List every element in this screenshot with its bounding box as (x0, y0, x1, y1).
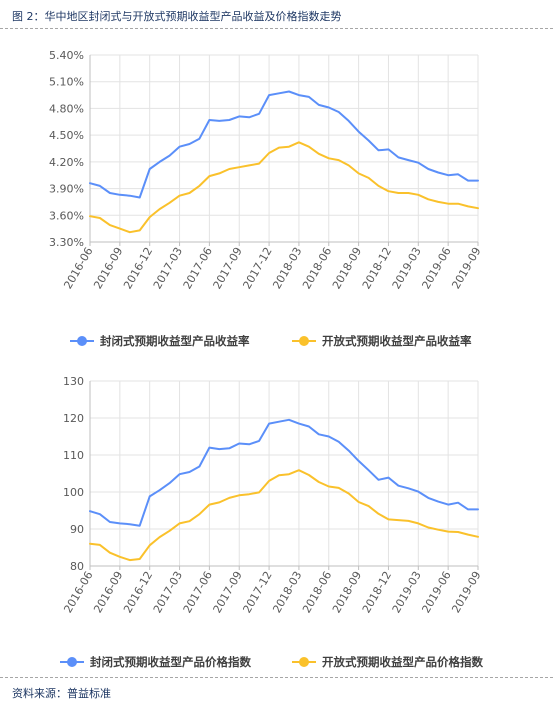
series-line-2 (89, 469, 479, 562)
top-divider (0, 28, 553, 29)
x-tick-label: 2019-09 (449, 569, 483, 615)
legend-swatch-marker (77, 336, 87, 346)
y-tick-label: 4.20% (49, 156, 84, 169)
legend-item-1[interactable]: 封闭式预期收益型产品价格指数 (60, 655, 251, 669)
series-line-2 (89, 141, 479, 234)
series-line-1 (89, 90, 479, 199)
legend-swatch-marker (299, 657, 309, 667)
legend-item-1[interactable]: 封闭式预期收益型产品收益率 (70, 334, 250, 348)
legend-item-2[interactable]: 开放式预期收益型产品价格指数 (292, 655, 483, 669)
y-tick-label: 120 (63, 412, 84, 425)
y-tick-label: 80 (70, 560, 84, 573)
legend-label: 开放式预期收益型产品价格指数 (322, 655, 483, 669)
source-note: 资料来源：普益标准 (12, 687, 111, 700)
y-tick-label: 3.60% (49, 209, 84, 222)
y-tick-label: 5.40% (49, 49, 84, 62)
legend-label: 封闭式预期收益型产品收益率 (100, 334, 250, 348)
legend-swatch-marker (299, 336, 309, 346)
bottom-divider (0, 677, 553, 678)
y-tick-label: 4.50% (49, 129, 84, 142)
y-tick-label: 5.10% (49, 76, 84, 89)
legend-item-2[interactable]: 开放式预期收益型产品收益率 (292, 334, 472, 348)
legend-label: 封闭式预期收益型产品价格指数 (90, 655, 251, 669)
x-tick-label: 2019-09 (449, 245, 483, 291)
legend-label: 开放式预期收益型产品收益率 (322, 334, 472, 348)
figure-title: 图 2：华中地区封闭式与开放式预期收益型产品收益及价格指数走势 (12, 10, 342, 23)
y-tick-label: 90 (70, 523, 84, 536)
legend-swatch-marker (67, 657, 77, 667)
y-tick-label: 100 (63, 486, 84, 499)
price-index-line-chart: 80901001101201302016-062016-092016-12201… (60, 375, 484, 669)
y-tick-label: 3.30% (49, 236, 84, 249)
y-tick-label: 4.80% (49, 102, 84, 115)
series-line-1 (89, 418, 479, 527)
y-tick-label: 110 (63, 449, 84, 462)
yield-line-chart: 3.30% 3.60% 3.90% 4.20% 4.50% 4.80% 5.10% 5.40%… (49, 49, 484, 348)
y-tick-label: 130 (63, 375, 84, 388)
y-tick-label: 3.90% (49, 183, 84, 196)
